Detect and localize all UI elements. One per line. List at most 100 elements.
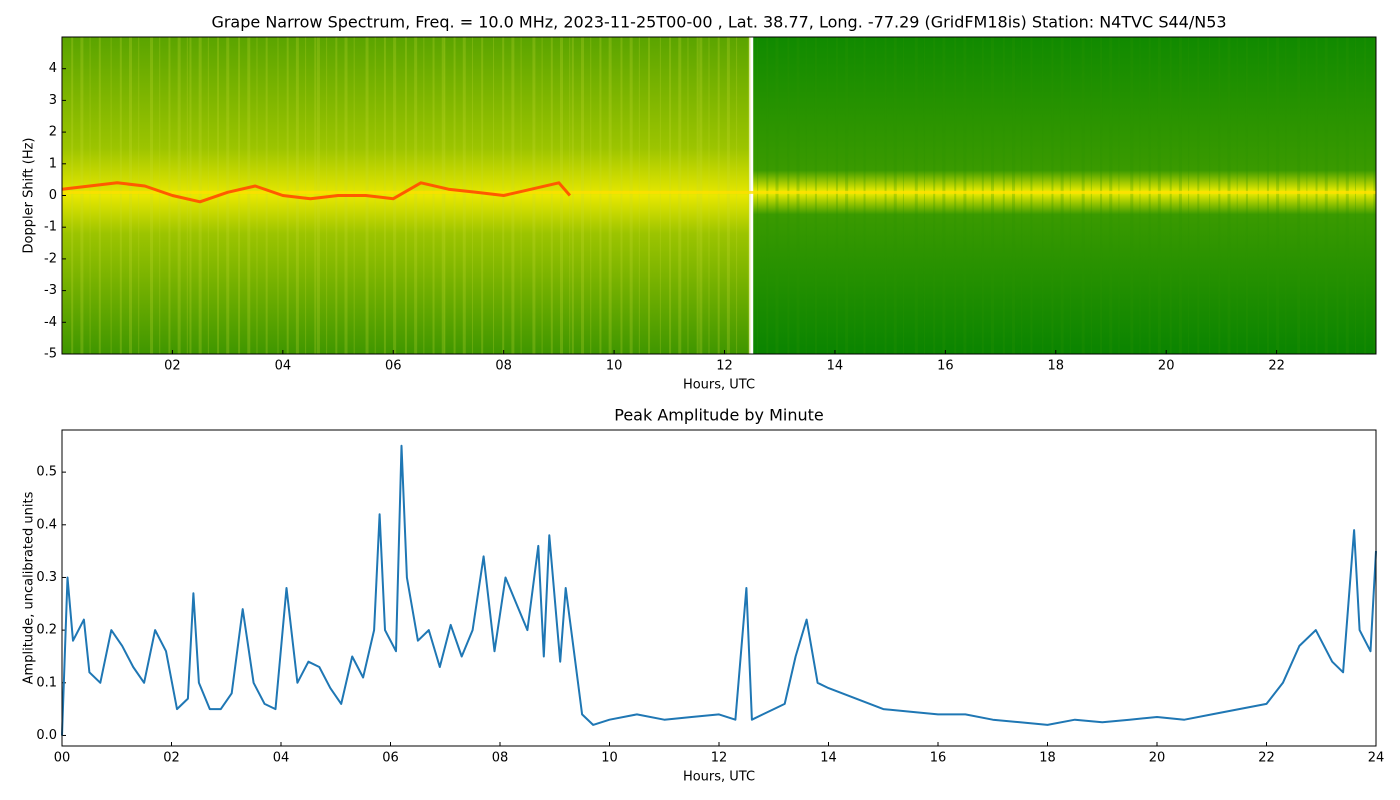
spectrogram-streak: [444, 37, 446, 354]
spectrogram-streak: [383, 37, 386, 354]
y-axis-label: Doppler Shift (Hz): [22, 138, 37, 254]
x-tick-label: 16: [930, 751, 947, 766]
y-tick-label: 0.1: [36, 675, 57, 690]
spectrogram-streak: [678, 37, 682, 354]
spectrogram-streak: [541, 37, 543, 354]
spectrogram-streak: [648, 37, 651, 354]
spectrogram-streak: [914, 37, 918, 354]
x-axis-label: Hours, UTC: [683, 770, 755, 785]
spectrogram-streak: [1218, 37, 1221, 354]
spectrogram-streak: [687, 37, 689, 354]
spectrogram-streak: [1100, 37, 1103, 354]
spectrogram-streak: [198, 37, 202, 354]
spectrogram-streak: [1227, 37, 1231, 354]
spectrogram-streak: [159, 37, 161, 354]
spectrogram-night: [753, 37, 1376, 354]
spectrogram-streak: [316, 37, 320, 354]
spectrogram-streak: [453, 37, 456, 354]
spectrogram-streak: [314, 37, 317, 354]
y-tick-label: -3: [44, 283, 57, 298]
spectrogram-streak: [923, 37, 925, 354]
spectrogram-streak: [1188, 37, 1190, 354]
x-tick-label: 16: [937, 359, 954, 374]
spectrogram-streak: [207, 37, 209, 354]
y-axis-label: Amplitude, uncalibrated units: [22, 491, 37, 684]
spectrogram-streak: [1157, 37, 1161, 354]
spectrogram-streak: [1315, 37, 1318, 354]
x-tick-label: 02: [164, 359, 181, 374]
spectrogram-streak: [189, 37, 192, 354]
x-tick-label: 04: [273, 751, 290, 766]
spectrogram-streak: [1060, 37, 1064, 354]
spectrogram-streak: [404, 37, 407, 354]
y-tick-label: -1: [44, 220, 57, 235]
spectrogram-streak: [1118, 37, 1120, 354]
spectrogram-streak: [1197, 37, 1200, 354]
spectrogram-streak: [757, 37, 759, 354]
chart-title: Peak Amplitude by Minute: [614, 406, 824, 425]
spectrogram-streak: [669, 37, 672, 354]
spectrogram-streak: [747, 37, 751, 354]
spectrogram-streak: [638, 37, 640, 354]
y-tick-label: 4: [49, 61, 57, 76]
spectrogram-streak: [511, 37, 515, 354]
y-tick-label: -4: [44, 315, 57, 330]
spectrogram-streak: [708, 37, 710, 354]
x-tick-label: 20: [1158, 359, 1175, 374]
spectrogram-streak: [1148, 37, 1151, 354]
spectrogram-streak: [845, 37, 849, 354]
spectrogram-streak: [826, 37, 828, 354]
spectrogram-streak: [726, 37, 730, 354]
x-tick-label: 22: [1268, 359, 1285, 374]
frame: [61, 429, 1377, 747]
y-tick-label: 0.2: [36, 623, 57, 638]
spectrogram-streak: [98, 37, 101, 354]
spectrogram-streak: [766, 37, 769, 354]
x-tick-label: 14: [827, 359, 844, 374]
spectrogram-streak: [1276, 37, 1280, 354]
x-tick-label: 12: [711, 751, 728, 766]
spectrogram-streak: [247, 37, 251, 354]
spectrogram-streak: [1266, 37, 1269, 354]
spectrogram-streak: [462, 37, 466, 354]
spectrogram-streak: [129, 37, 133, 354]
spectrogram-streak: [699, 37, 703, 354]
spectrogram-streak: [71, 37, 74, 354]
spectrogram-streak: [520, 37, 522, 354]
y-tick-label: -2: [44, 251, 57, 266]
spectrogram-streak: [441, 37, 445, 354]
y-tick-label: 0: [49, 188, 57, 203]
spectrogram-streak: [581, 37, 585, 354]
spectrogram-streak: [990, 37, 994, 354]
spectrogram-streak: [423, 37, 425, 354]
spectrogram-streak: [226, 37, 230, 354]
spectrogram-streak: [1209, 37, 1211, 354]
spectrogram-streak: [1345, 37, 1349, 354]
x-tick-label: 06: [382, 751, 399, 766]
spectrogram-streak: [1042, 37, 1044, 354]
y-tick-label: -5: [44, 347, 57, 362]
spectrogram-streak: [80, 37, 84, 354]
spectrogram-streak: [736, 37, 738, 354]
x-tick-label: 14: [820, 751, 837, 766]
y-tick-label: 3: [49, 93, 57, 108]
spectrogram-streak: [1012, 37, 1016, 354]
spectrogram-streak: [972, 37, 974, 354]
spectrogram-streak: [1324, 37, 1328, 354]
spectrogram-streak: [481, 37, 484, 354]
spectrogram-streak: [796, 37, 800, 354]
spectrogram-streak: [89, 37, 91, 354]
spectrogram-streak: [599, 37, 602, 354]
y-tick-label: 1: [49, 156, 57, 171]
spectrogram-streak: [835, 37, 838, 354]
y-tick-label: 2: [49, 125, 57, 140]
spectrogram-streak: [119, 37, 122, 354]
chart-title: Grape Narrow Spectrum, Freq. = 10.0 MHz,…: [211, 13, 1226, 32]
spectrogram-streak: [295, 37, 299, 354]
spectrogram-streak: [1069, 37, 1071, 354]
spectrogram-streak: [863, 37, 866, 354]
spectrogram-streak: [277, 37, 279, 354]
spectrogram-streak: [775, 37, 779, 354]
